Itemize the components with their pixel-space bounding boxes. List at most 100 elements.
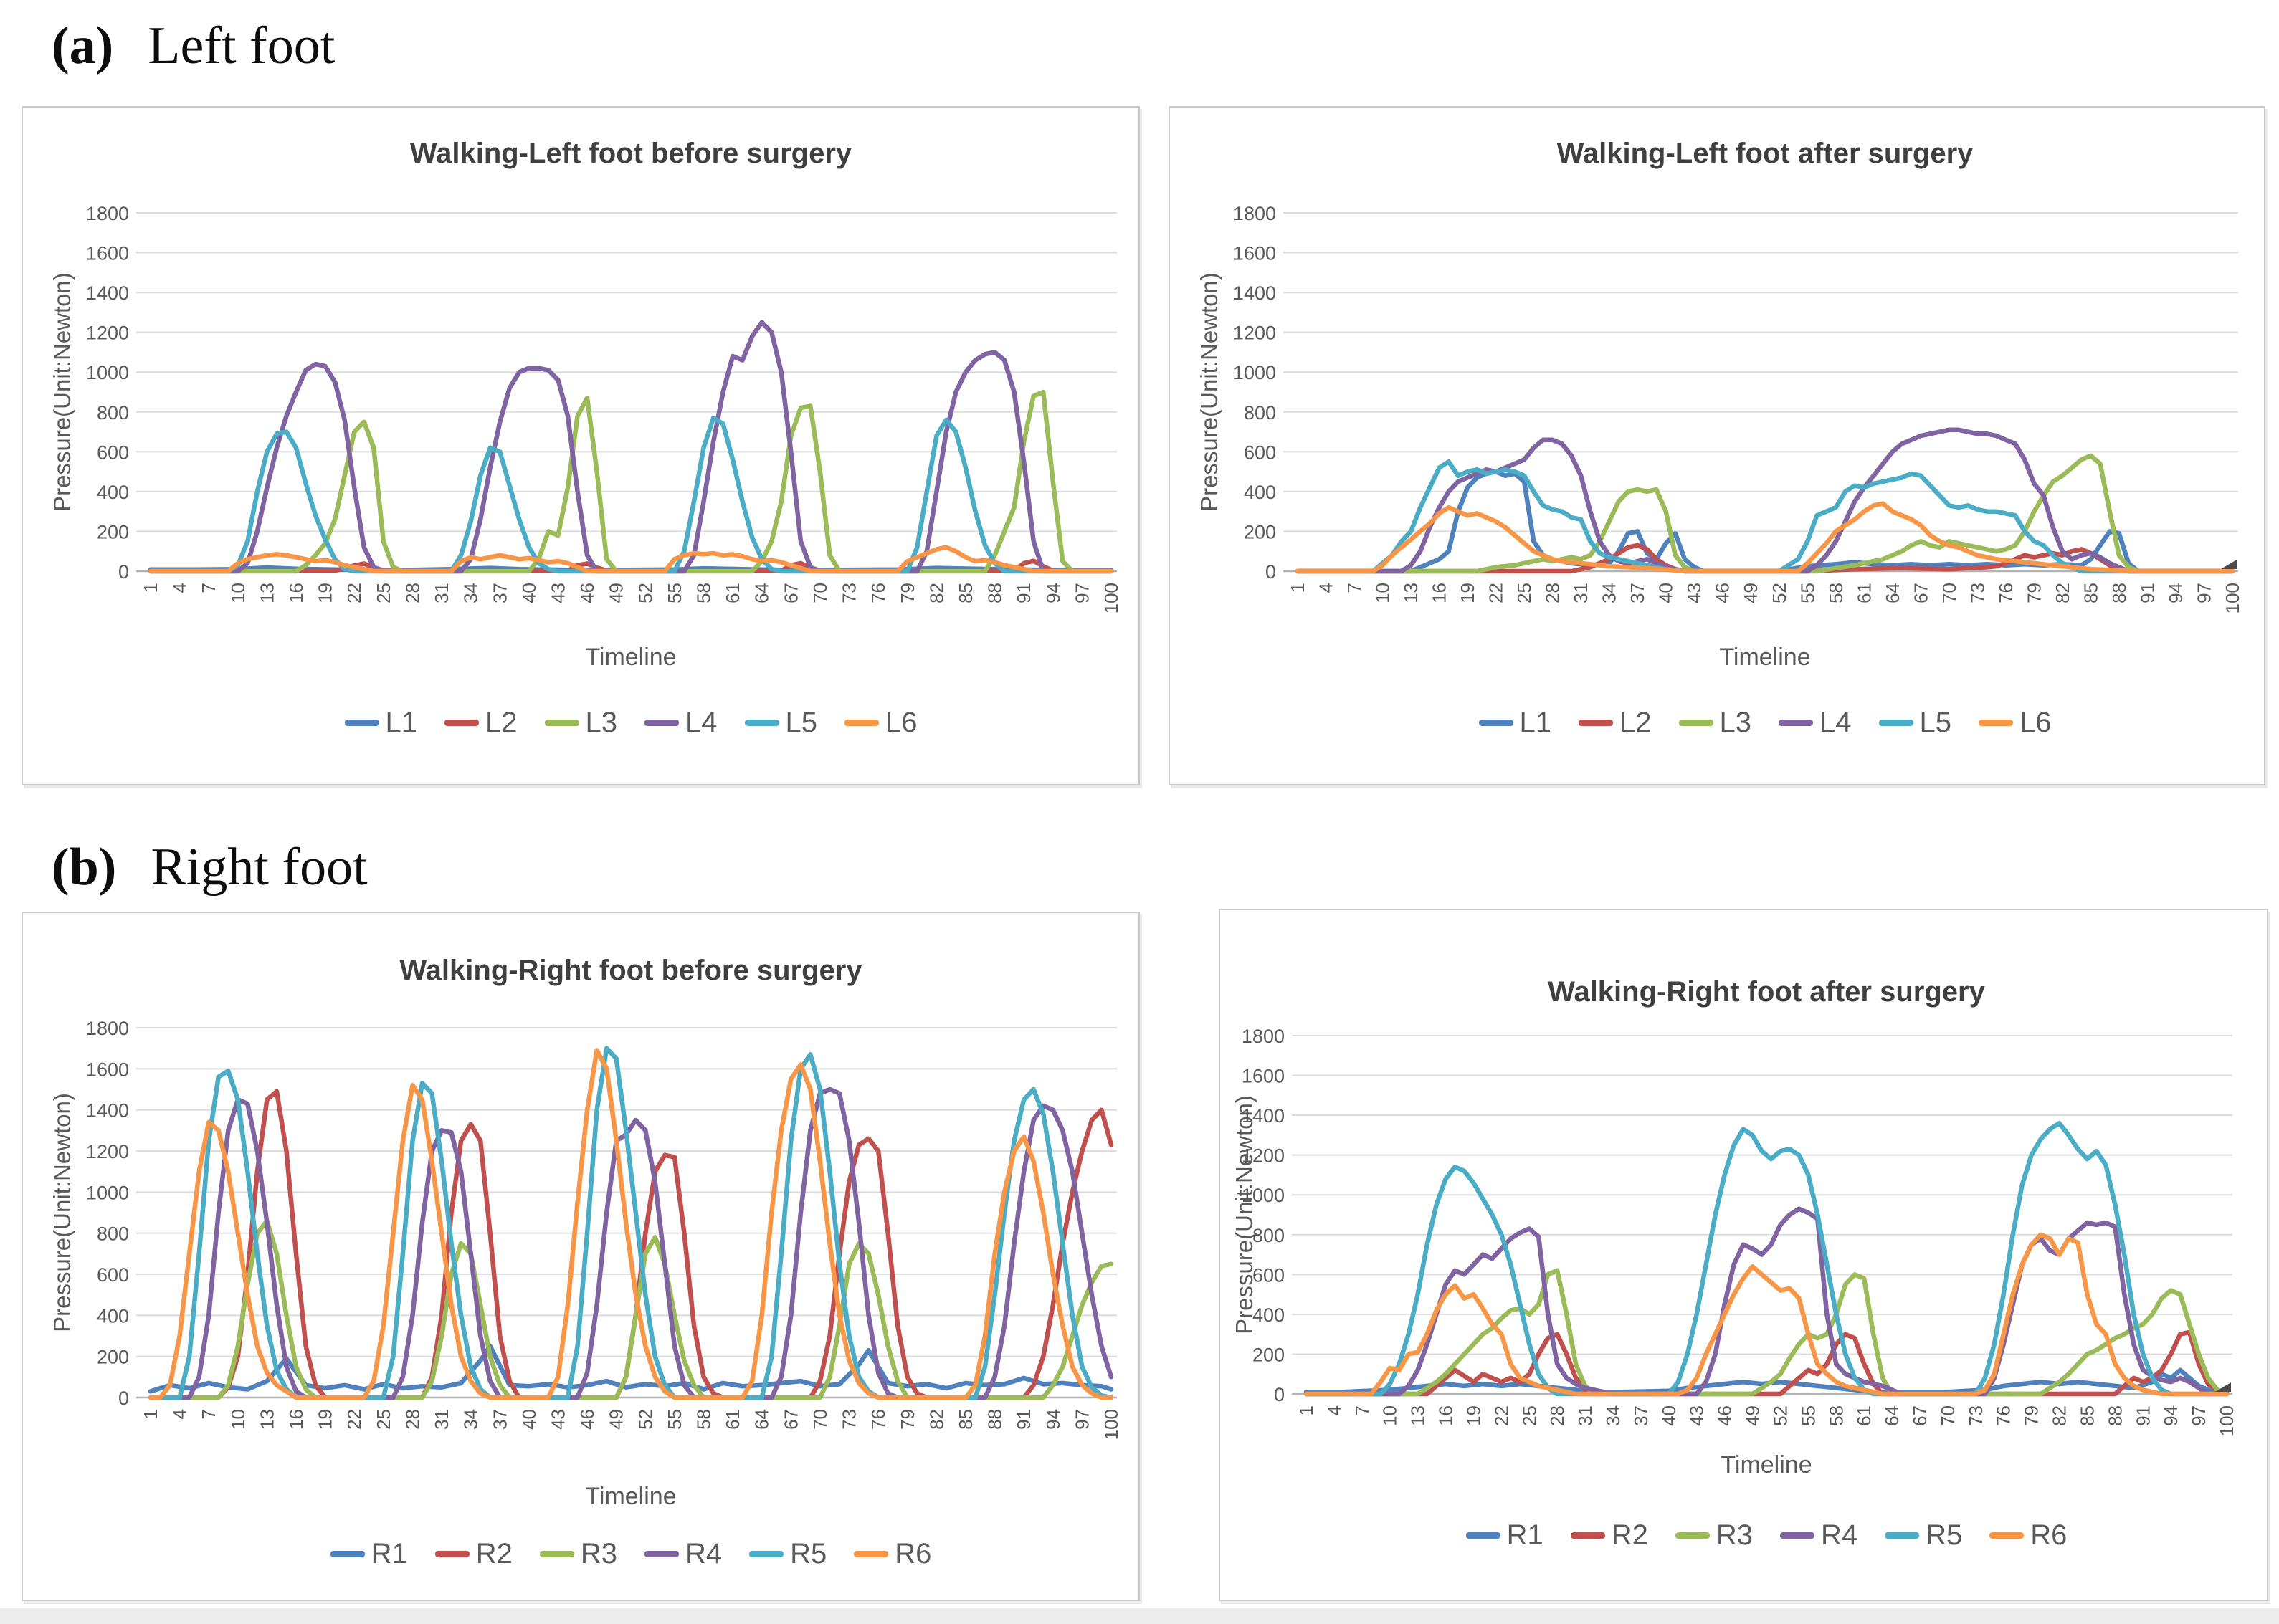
legend-item-L1: L1 (1478, 707, 1552, 739)
legend-label-R5: R5 (1926, 1519, 1963, 1551)
legend-item-R4: R4 (644, 1538, 722, 1570)
x-tick-label: 31 (1574, 1405, 1596, 1426)
x-tick-label: 52 (1769, 583, 1790, 603)
y-tick-label: 1400 (1242, 1105, 1285, 1127)
x-tick-label: 19 (315, 583, 336, 603)
chart-legend: L1 L2 L3 L4 L5 L6 (1292, 707, 2238, 739)
x-tick-label: 88 (984, 583, 1006, 603)
y-tick-label: 600 (1244, 441, 1276, 463)
x-tick-label: 49 (606, 1409, 627, 1430)
legend-label-L6: L6 (2019, 707, 2052, 738)
x-tick-label: 97 (2188, 1405, 2209, 1426)
plot-svg: 0 200 400 600 800 1000 1200 1400 1600 1800 1 4 7 10 13… (1242, 1026, 2237, 1436)
x-tick-label: 19 (1457, 583, 1478, 603)
x-tick-label: 61 (722, 583, 743, 603)
x-tick-label: 34 (1599, 583, 1620, 603)
x-tick-label: 37 (1630, 1405, 1652, 1426)
x-tick-label: 82 (2049, 1405, 2070, 1426)
x-tick-label: 85 (2076, 1405, 2098, 1426)
legend-label-L2: L2 (1619, 707, 1652, 738)
y-tick-label: 200 (97, 521, 129, 543)
series-line-L3 (1295, 453, 2235, 574)
x-tick-label: 55 (664, 1409, 685, 1430)
legend-label-L1: L1 (1519, 707, 1552, 738)
x-tick-label: 22 (1490, 1405, 1512, 1426)
legend-swatch-L2 (444, 720, 479, 726)
y-tick-label: 600 (97, 441, 129, 463)
x-tick-label: 82 (926, 583, 947, 603)
x-tick-label: 94 (1042, 1409, 1064, 1430)
x-tick-label: 4 (169, 1409, 191, 1419)
gridlines-and-y-ticks: 0 200 400 600 800 1000 1200 1400 1600 1800 (86, 203, 1117, 583)
x-tick-label: 64 (751, 1409, 773, 1430)
series-line-L3 (148, 389, 1114, 574)
section-b-header: (b) Right foot (52, 837, 368, 898)
x-tick-label: 28 (1542, 583, 1564, 603)
x-tick-label: 94 (2165, 583, 2187, 603)
x-tick-label: 61 (1853, 1405, 1875, 1426)
section-b-label: (b) (52, 838, 117, 897)
legend-swatch-L5 (1878, 720, 1913, 726)
y-tick-label: 400 (1252, 1304, 1285, 1326)
y-tick-label: 1200 (86, 323, 129, 344)
x-tick-label: 10 (227, 1409, 249, 1430)
x-tick-label: 73 (1966, 583, 1988, 603)
x-tick-label: 34 (460, 1409, 482, 1430)
legend-item-L2: L2 (1579, 707, 1652, 739)
x-tick-label: 52 (634, 583, 656, 603)
chart-title: Walking-Right foot after surgery (1548, 976, 1985, 1008)
legend-item-L4: L4 (644, 707, 718, 739)
x-tick-label: 94 (2160, 1405, 2182, 1426)
x-tick-labels: 1 4 7 10 13 16 19 22 25 28 31 34 37 40 43 46 49 52 55 58 61 6… (1287, 583, 2243, 613)
x-tick-labels: 1 4 7 10 13 16 19 22 25 28 31 34 37 40 43 46 49 52 55 58 61 6… (140, 1409, 1122, 1440)
x-tick-label: 1 (140, 583, 161, 593)
x-tick-label: 49 (606, 583, 627, 603)
x-tick-label: 61 (1853, 583, 1875, 603)
y-tick-label: 0 (118, 561, 129, 583)
x-tick-label: 46 (1712, 583, 1733, 603)
x-tick-labels: 1 4 7 10 13 16 19 22 25 28 31 34 37 40 43 46 49 52 55 58 61 6… (140, 583, 1122, 613)
chart-panel-left-foot-after-surgery: 0 200 400 600 800 1000 1200 1400 1600 1800 1 4 7 10 13… (1169, 106, 2265, 785)
x-tick-label: 91 (2136, 583, 2158, 603)
x-axis-title: Timeline (585, 644, 677, 671)
x-tick-label: 31 (1570, 583, 1592, 603)
legend-label-R3: R3 (580, 1538, 617, 1570)
legend-swatch-L1 (344, 720, 379, 726)
y-tick-label: 1600 (1242, 1066, 1285, 1087)
x-tick-label: 40 (1658, 1405, 1680, 1426)
legend-item-R6: R6 (854, 1538, 931, 1570)
legend-item-R4: R4 (1780, 1519, 1857, 1552)
x-tick-label: 70 (809, 1409, 831, 1430)
legend-swatch-R3 (539, 1551, 574, 1557)
series-line-L4 (148, 320, 1114, 574)
y-tick-label: 1200 (1242, 1145, 1285, 1167)
x-tick-label: 52 (634, 1409, 656, 1430)
series-line-L6 (148, 545, 1114, 574)
legend-item-R3: R3 (1675, 1519, 1753, 1552)
legend-label-L2: L2 (485, 707, 518, 738)
chart-legend: R1 R2 R3 R4 R5 R6 (145, 1538, 1117, 1570)
y-tick-label: 800 (97, 402, 129, 424)
legend-item-L3: L3 (1678, 707, 1751, 739)
x-tick-label: 22 (343, 1409, 365, 1430)
series-line-L5 (148, 415, 1114, 574)
x-tick-label: 88 (2104, 1405, 2126, 1426)
y-axis-title: Pressure(Unit:Newton) (1196, 272, 1222, 512)
x-tick-label: 61 (722, 1409, 743, 1430)
x-tick-label: 19 (1462, 1405, 1484, 1426)
legend-swatch-R2 (434, 1551, 470, 1557)
x-tick-label: 64 (1881, 1405, 1903, 1426)
legend-item-R5: R5 (749, 1538, 827, 1570)
y-tick-label: 1800 (1242, 1026, 1285, 1047)
x-tick-label: 25 (1518, 1405, 1540, 1426)
series-line-R3 (148, 1218, 1114, 1400)
x-tick-label: 97 (1071, 1409, 1093, 1430)
x-tick-label: 76 (867, 583, 889, 603)
y-axis-title: Pressure(Unit:Newton) (49, 272, 75, 512)
x-tick-label: 67 (780, 583, 801, 603)
x-tick-label: 70 (1938, 583, 1960, 603)
x-tick-label: 55 (1797, 1405, 1819, 1426)
series-line-R4 (148, 1086, 1114, 1400)
x-tick-label: 79 (897, 1409, 918, 1430)
chart-panel-right-foot-before-surgery: 0 200 400 600 800 1000 1200 1400 1600 1800 1 4 7 10 13… (22, 912, 1140, 1601)
